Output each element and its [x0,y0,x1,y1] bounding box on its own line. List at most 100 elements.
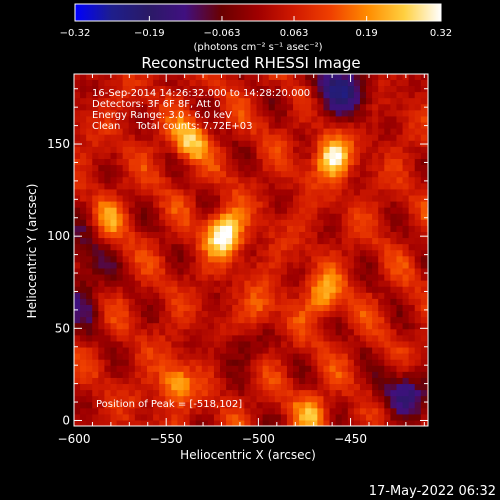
heatmap-pixel [122,389,130,397]
heatmap-pixel [80,395,87,403]
heatmap-pixel [226,182,233,190]
heatmap-pixel [420,158,428,166]
heatmap-pixel [140,79,148,87]
heatmap-pixel [92,109,99,117]
heatmap-pixel [98,249,106,257]
heatmap-pixel [250,304,258,312]
heatmap-pixel [189,85,197,93]
heatmap-pixel [274,109,282,117]
heatmap-pixel [311,419,318,426]
heatmap-pixel [420,164,428,172]
heatmap-pixel [414,200,422,208]
heatmap-pixel [116,194,124,202]
heatmap-pixel [378,146,385,153]
heatmap-pixel [341,365,349,372]
heatmap-pixel [116,401,124,409]
heatmap-pixel [268,395,276,403]
heatmap-pixel [426,389,428,397]
heatmap-pixel [220,134,227,141]
heatmap-pixel [244,231,252,239]
heatmap-pixel [378,353,385,360]
heatmap-pixel [80,334,87,342]
heatmap-pixel [220,273,227,281]
heatmap-pixel [378,298,385,305]
heatmap-pixel [359,286,367,293]
heatmap-pixel [80,267,87,275]
heatmap-pixel [110,152,118,159]
heatmap-pixel [80,255,87,263]
heatmap-pixel [408,353,416,360]
heatmap-pixel [110,413,118,421]
heatmap-pixel [201,407,209,415]
heatmap-pixel [317,346,325,354]
heatmap-pixel [140,273,148,281]
heatmap-pixel [98,255,106,263]
heatmap-pixel [128,243,136,251]
heatmap-pixel [104,322,112,330]
heatmap-pixel [140,298,148,305]
heatmap-pixel [220,359,227,366]
heatmap-pixel [116,249,124,257]
heatmap-pixel [299,298,306,305]
heatmap-pixel [274,182,282,190]
heatmap-pixel [134,91,142,99]
heatmap-pixel [378,164,385,172]
heatmap-pixel [171,365,179,372]
heatmap-pixel [347,353,355,360]
heatmap-pixel [299,310,306,318]
heatmap-pixel [189,304,197,312]
heatmap-pixel [250,115,258,123]
heatmap-pixel [268,115,276,123]
heatmap-pixel [226,304,233,312]
heatmap-pixel [323,377,331,385]
heatmap-pixel [128,310,136,318]
heatmap-pixel [147,243,154,251]
heatmap-pixel [256,286,264,293]
heatmap-pixel [153,134,160,141]
heatmap-pixel [92,298,99,305]
heatmap-pixel [396,286,404,293]
heatmap-pixel [353,225,361,232]
heatmap-pixel [408,365,416,372]
heatmap-pixel [140,328,148,336]
heatmap-pixel [305,213,312,220]
heatmap-pixel [402,213,410,220]
heatmap-pixel [195,103,203,111]
heatmap-pixel [74,170,81,178]
heatmap-pixel [372,91,379,99]
heatmap-pixel [195,389,203,397]
heatmap-pixel [274,401,282,409]
heatmap-pixel [159,146,166,153]
heatmap-pixel [128,298,136,305]
heatmap-pixel [134,249,142,257]
heatmap-pixel [213,413,221,421]
heatmap-pixel [98,359,106,366]
heatmap-pixel [171,280,179,287]
heatmap-pixel [299,395,306,403]
heatmap-pixel [329,134,337,141]
heatmap-pixel [268,407,276,415]
heatmap-pixel [268,389,276,397]
heatmap-pixel [384,176,391,184]
heatmap-pixel [293,85,300,93]
heatmap-pixel [414,91,422,99]
heatmap-pixel [98,286,106,293]
heatmap-pixel [104,74,112,80]
heatmap-pixel [207,322,215,330]
heatmap-pixel [226,334,233,342]
heatmap-pixel [341,194,349,202]
heatmap-pixel [134,261,142,269]
heatmap-pixel [226,176,233,184]
heatmap-pixel [384,255,391,263]
heatmap-pixel [250,419,258,426]
heatmap-pixel [110,231,118,239]
heatmap-pixel [232,146,239,153]
heatmap-pixel [140,128,148,135]
heatmap-pixel [372,316,379,324]
heatmap-pixel [183,377,191,385]
heatmap-pixel [116,231,124,239]
heatmap-pixel [372,146,379,153]
heatmap-pixel [329,237,337,245]
heatmap-pixel [280,286,288,293]
heatmap-pixel [232,298,239,305]
